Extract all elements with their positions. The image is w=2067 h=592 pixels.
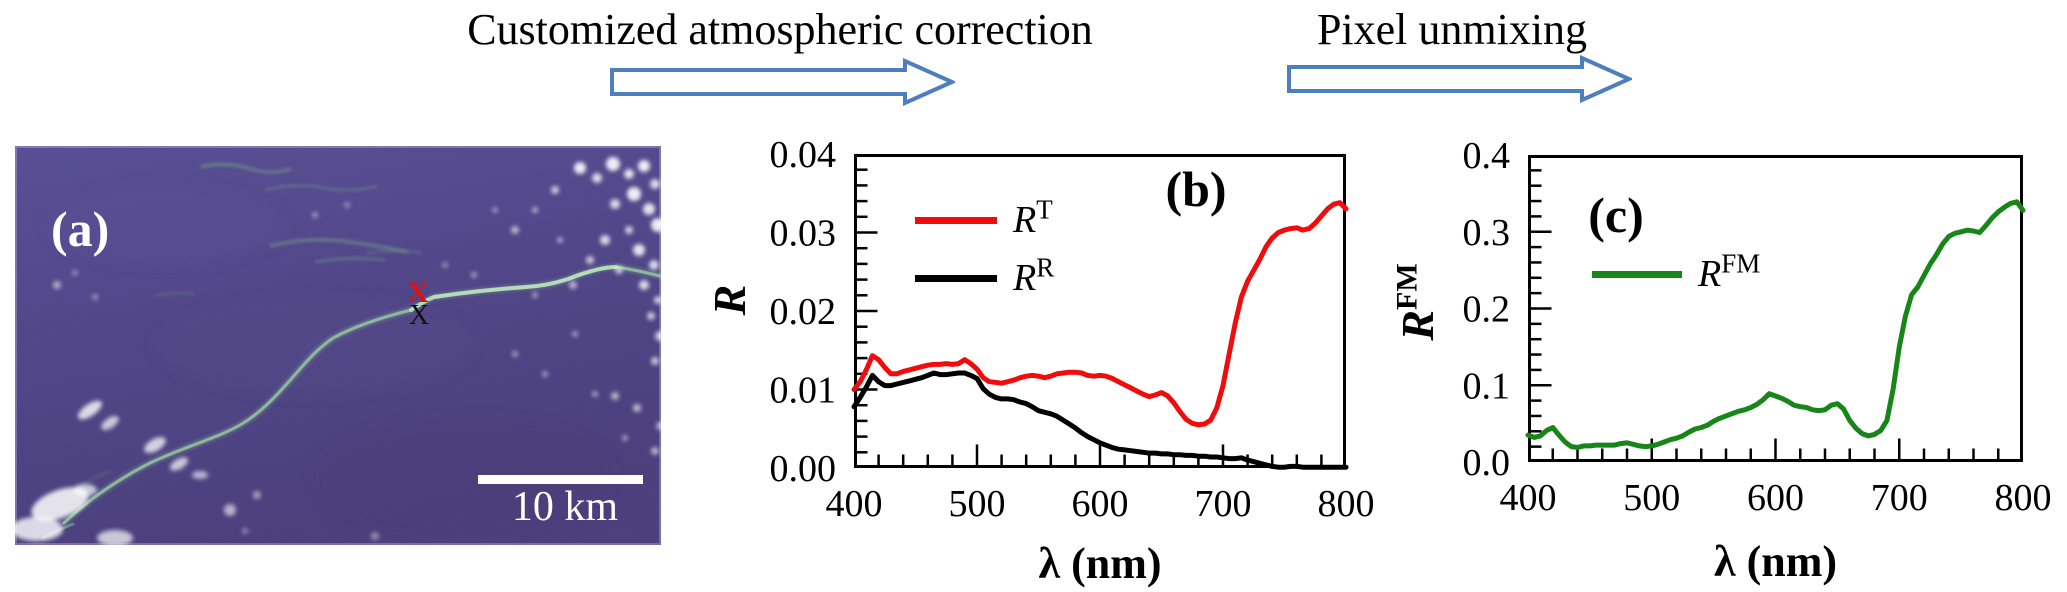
svg-text:700: 700 bbox=[1195, 483, 1252, 525]
step2-label: Pixel unmixing bbox=[1316, 5, 1588, 54]
svg-text:0.1: 0.1 bbox=[1463, 365, 1511, 407]
legend-label-rr: RR bbox=[1013, 252, 1055, 299]
arrow-right-icon bbox=[610, 58, 955, 106]
chart-c-x-axis-title: λ (nm) bbox=[1713, 537, 1838, 586]
panel-a-label: (a) bbox=[51, 201, 109, 257]
clouds bbox=[15, 157, 661, 545]
svg-text:400: 400 bbox=[826, 483, 883, 525]
svg-text:600: 600 bbox=[1747, 477, 1804, 519]
svg-text:0.03: 0.03 bbox=[770, 213, 837, 255]
svg-text:500: 500 bbox=[1623, 477, 1680, 519]
black-x-marker: X bbox=[409, 300, 429, 331]
svg-text:800: 800 bbox=[1318, 483, 1375, 525]
svg-text:700: 700 bbox=[1871, 477, 1928, 519]
svg-text:800: 800 bbox=[1995, 477, 2052, 519]
legend-label-rfm: RFM bbox=[1698, 248, 1761, 295]
legend-swatch-rr bbox=[915, 274, 997, 282]
algae-streaks bbox=[74, 162, 423, 492]
svg-text:0.02: 0.02 bbox=[770, 291, 837, 333]
svg-text:0.04: 0.04 bbox=[770, 134, 837, 176]
legend-label-rt: RT bbox=[1013, 194, 1053, 241]
scale-bar-label: 10 km bbox=[512, 484, 619, 530]
svg-text:0.00: 0.00 bbox=[770, 448, 837, 490]
svg-text:400: 400 bbox=[1500, 477, 1557, 519]
scale-bar bbox=[478, 475, 643, 484]
svg-text:0.3: 0.3 bbox=[1463, 212, 1511, 254]
legend-item-rr: RR bbox=[915, 250, 1054, 306]
legend-swatch-rt bbox=[915, 216, 997, 224]
svg-text:600: 600 bbox=[1072, 483, 1129, 525]
chart-c-legend: RFM bbox=[1592, 246, 1760, 302]
step1-label: Customized atmospheric correction bbox=[467, 5, 1093, 54]
chart-c-y-axis-title: RFM bbox=[1390, 263, 1443, 341]
legend-swatch-rfm bbox=[1592, 270, 1682, 278]
legend-item-rfm: RFM bbox=[1592, 246, 1760, 302]
panel-b-label: (b) bbox=[1165, 161, 1227, 217]
sargassum-slick bbox=[41, 263, 661, 540]
svg-text:0.2: 0.2 bbox=[1463, 289, 1511, 331]
arrow-right-icon bbox=[1287, 55, 1632, 103]
svg-text:0.4: 0.4 bbox=[1463, 135, 1511, 177]
svg-text:500: 500 bbox=[949, 483, 1006, 525]
chart-b-x-axis-title: λ (nm) bbox=[1038, 539, 1162, 588]
chart-c-plot: 400 500 600 700 800 0.0 0.1 0.2 0.3 0.4 bbox=[1463, 135, 2052, 519]
chart-b-y-axis-title: R bbox=[703, 284, 755, 316]
panel-c-label: (c) bbox=[1588, 187, 1644, 243]
svg-text:0.0: 0.0 bbox=[1463, 442, 1511, 484]
red-x-marker: X bbox=[407, 276, 429, 309]
satellite-image: X X 10 km (a) bbox=[15, 146, 661, 545]
chart-b-legend: RT RR bbox=[915, 192, 1054, 306]
legend-item-rt: RT bbox=[915, 192, 1054, 248]
svg-text:0.01: 0.01 bbox=[770, 370, 837, 412]
chart-b-plot: 400 500 600 700 800 0.00 0.01 0.02 0.03 0.04 bbox=[770, 134, 1375, 525]
